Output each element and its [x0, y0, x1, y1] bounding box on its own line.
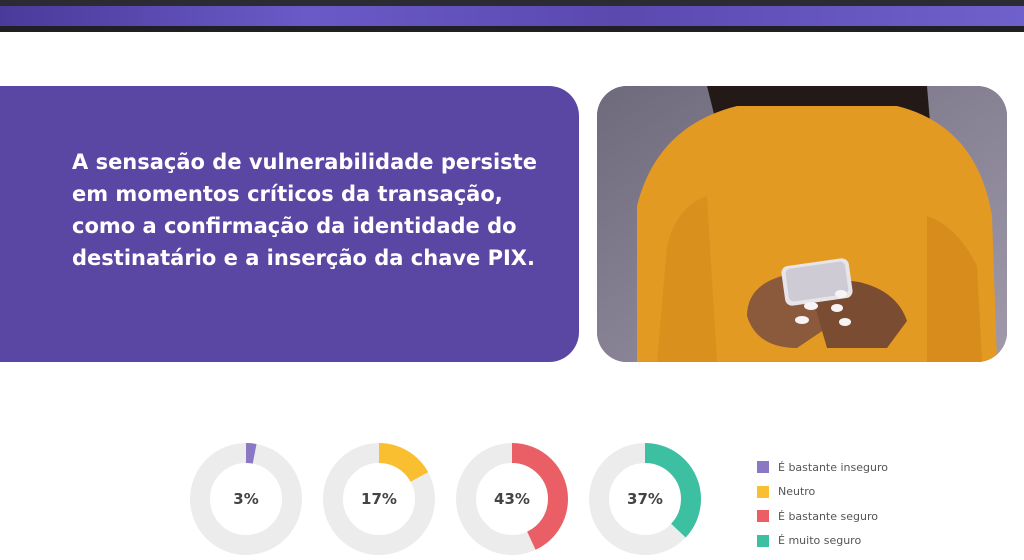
highlight-card: [0, 86, 579, 362]
header-banner: [0, 6, 1024, 26]
donut-chart-2: 17%: [322, 442, 436, 556]
chart-legend: É bastante inseguro Neutro É bastante se…: [757, 455, 888, 553]
legend-swatch: [757, 510, 769, 523]
legend-item-e-bastante-seguro: É bastante seguro: [757, 504, 888, 529]
donut-chart-4: 37%: [588, 442, 702, 556]
woman-using-smartphone-photo: [597, 86, 1007, 362]
legend-item-neutro: Neutro: [757, 480, 888, 505]
legend-swatch: [757, 534, 769, 547]
highlight-text: A sensação de vulnerabilidade persiste e…: [72, 150, 537, 270]
donut-arc-e-bastante-inseguro: [190, 443, 302, 555]
legend-item-e-muito-seguro: É muito seguro: [757, 529, 888, 554]
donut-chart-3: 43%: [455, 442, 569, 556]
donut-arc-e-bastante-seguro: [456, 443, 568, 555]
legend-label: É muito seguro: [778, 534, 862, 548]
legend-label: É bastante seguro: [778, 509, 878, 523]
donut-value-label: 37%: [627, 490, 663, 508]
legend-label: Neutro: [778, 485, 816, 499]
window-top-bar: [0, 0, 1024, 6]
legend-swatch: [757, 461, 769, 474]
donut-arc-e-muito-seguro: [589, 443, 701, 555]
header-divider: [0, 26, 1024, 32]
donut-chart-1: 3%: [189, 442, 303, 556]
legend-item-e-bastante-inseguro: É bastante inseguro: [757, 455, 888, 480]
legend-label: É bastante inseguro: [778, 460, 888, 474]
legend-swatch: [757, 485, 769, 498]
donut-value-label: 3%: [233, 490, 259, 508]
donut-value-label: 43%: [494, 490, 530, 508]
donut-value-label: 17%: [361, 490, 397, 508]
donut-arc-neutro: [323, 443, 435, 555]
